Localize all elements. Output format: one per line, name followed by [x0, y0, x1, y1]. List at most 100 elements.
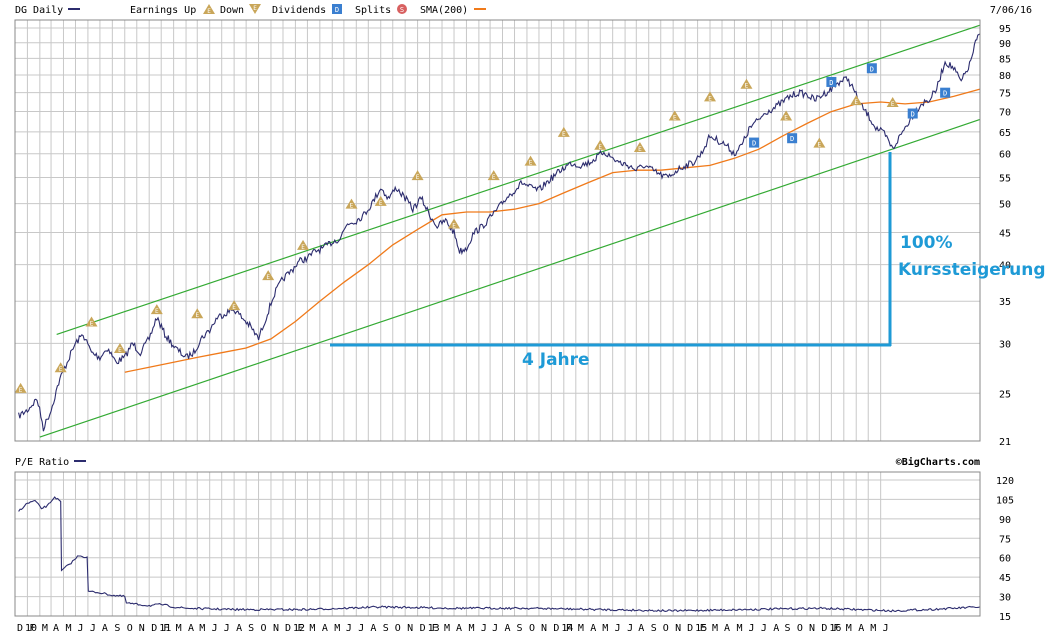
svg-text:D: D [335, 6, 339, 14]
x-tick-label: S [114, 623, 120, 634]
x-tick-label: F [566, 623, 572, 634]
x-tick-label: A [236, 623, 242, 634]
pe-y-axis: 15 30 45 60 75 90 105 120 [996, 476, 1014, 623]
earnings-marker: E [524, 155, 537, 167]
x-tick-label: S [517, 623, 523, 634]
x-tick-label: M [444, 623, 450, 634]
y-tick-label: 55 [999, 174, 1011, 185]
x-tick-label: A [322, 623, 328, 634]
split-icon: S [397, 4, 407, 14]
pe-panel-frame [14, 471, 981, 617]
earnings-marker: E [886, 96, 899, 108]
pe-y-tick-label: 90 [999, 515, 1011, 526]
x-tick-label: M [42, 623, 48, 634]
svg-text:E: E [598, 144, 602, 151]
earnings-marker: E [374, 195, 387, 207]
svg-text:E: E [745, 83, 749, 90]
earnings-marker: E [191, 308, 204, 319]
dividend-marker: D [907, 108, 918, 119]
y-tick-label: 21 [999, 437, 1011, 448]
x-tick-label: F [833, 623, 839, 634]
svg-text:D: D [911, 111, 915, 119]
pe-y-tick-label: 60 [999, 554, 1011, 565]
y-tick-label: 85 [999, 54, 1011, 65]
legend-ticker-label: DG Daily [15, 5, 63, 16]
svg-text:E: E [195, 312, 199, 319]
y-tick-label: 95 [999, 24, 1011, 35]
pe-y-tick-label: 75 [999, 534, 1011, 545]
x-tick-label: F [700, 623, 706, 634]
earnings-down-icon: E [249, 4, 261, 14]
x-tick-label: J [761, 623, 767, 634]
y-tick-label: 40 [999, 261, 1011, 272]
x-tick-label: D [151, 623, 157, 634]
pe-y-tick-label: 15 [999, 612, 1011, 623]
x-tick-label: J [346, 623, 352, 634]
x-tick-year: 11 [159, 623, 171, 634]
x-tick-year: 15 [695, 623, 707, 634]
sma-line [124, 88, 981, 373]
svg-text:E: E [492, 174, 496, 181]
svg-text:E: E [891, 101, 895, 108]
svg-text:E: E [673, 114, 677, 121]
earnings-up-icon: E [203, 4, 215, 15]
legend-splits-label: Splits [355, 5, 391, 16]
x-tick-label: F [432, 623, 438, 634]
earnings-marker: E [411, 170, 424, 181]
annotation-percent: 100% [900, 233, 953, 253]
x-tick-label: A [638, 623, 644, 634]
pe-y-tick-label: 105 [996, 495, 1014, 506]
pe-panel: P/E Ratio ©BigCharts.com 15 30 45 60 75 90 105… [14, 456, 1014, 623]
svg-text:E: E [350, 203, 354, 210]
earnings-marker: E [85, 316, 98, 328]
x-tick-label: M [870, 623, 876, 634]
x-tick-year: 13 [428, 623, 440, 634]
earnings-marker: E [448, 218, 461, 229]
x-axis: D 10F M A M J J A S O N D 11F M A M J J A S O N D 12F M A M J J A S O N D… [17, 623, 889, 634]
x-tick-label: O [395, 623, 401, 634]
svg-text:E: E [19, 387, 23, 394]
growth-annotation: 100% Kurssteigerung 4 Jahre [330, 152, 1045, 370]
x-tick-label: S [651, 623, 657, 634]
x-tick-label: F [163, 623, 169, 634]
earnings-marker: E [704, 91, 717, 102]
x-tick-label: D [687, 623, 693, 634]
x-tick-label: A [505, 623, 511, 634]
x-tick-label: N [809, 623, 815, 634]
x-tick-label: D [285, 623, 291, 634]
svg-text:E: E [207, 8, 211, 15]
svg-text:E: E [379, 200, 383, 207]
x-tick-label: M [578, 623, 584, 634]
x-tick-label: J [627, 623, 633, 634]
earnings-marker: E [487, 170, 500, 181]
legend-down-label: Down [220, 5, 244, 16]
x-tick-label: A [773, 623, 779, 634]
x-tick-label: M [334, 623, 340, 634]
svg-text:D: D [870, 65, 874, 73]
dividend-marker: D [787, 133, 798, 144]
svg-text:E: E [854, 99, 858, 106]
svg-text:E: E [155, 308, 159, 315]
x-tick-label: D [553, 623, 559, 634]
pe-y-tick-label: 30 [999, 593, 1011, 604]
price-panel-frame [14, 19, 981, 442]
x-tick-label: D [821, 623, 827, 634]
annotation-label: Kurssteigerung [898, 260, 1045, 280]
y-tick-label: 90 [999, 39, 1011, 50]
x-tick-label: D [17, 623, 23, 634]
x-tick-label: S [785, 623, 791, 634]
trend-channel [39, 24, 981, 438]
x-tick-label: J [358, 623, 364, 634]
x-tick-label: J [492, 623, 498, 634]
x-tick-label: J [90, 623, 96, 634]
earnings-marker: E [14, 382, 27, 394]
x-tick-label: F [29, 623, 35, 634]
earnings-marker: E [780, 110, 793, 121]
price-series [18, 33, 981, 432]
x-tick-label: A [456, 623, 462, 634]
pe-series [18, 496, 981, 613]
event-markers: E E E E E E E E E E E E E E E E E E E E E E E E E D D D D D D [14, 63, 951, 394]
earnings-marker: E [150, 304, 163, 315]
